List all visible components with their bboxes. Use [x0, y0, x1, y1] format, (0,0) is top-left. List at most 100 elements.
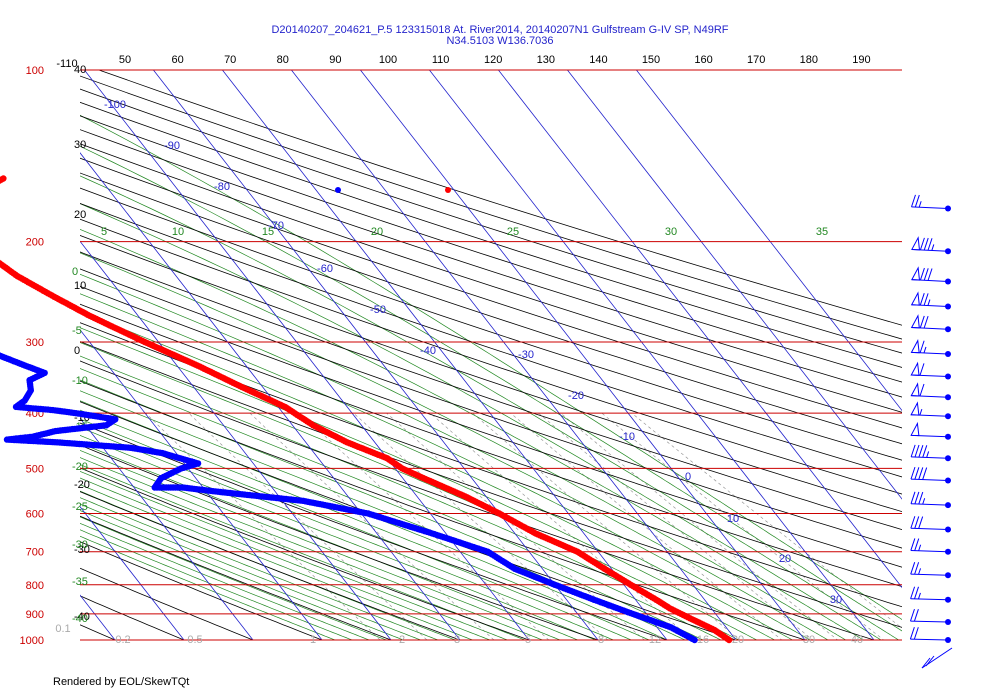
wind-barb — [910, 561, 951, 579]
isotherm-label: 0 — [685, 471, 691, 483]
dry-adiabat-line — [80, 322, 902, 608]
dry-adiabat-line — [80, 203, 902, 478]
sounding-point — [691, 636, 698, 644]
moist-adiabat-top-label: 5 — [101, 226, 107, 238]
isotherm-label: -60 — [317, 263, 333, 275]
isotherm-line — [80, 329, 323, 640]
mixing-ratio-line — [560, 412, 839, 640]
moist-adiabat-top-label: 20 — [371, 226, 383, 238]
moist-adiabat-line — [80, 442, 579, 640]
wind-barb — [910, 382, 951, 401]
moist-adiabat-label: -10 — [72, 375, 88, 387]
sounding-point — [725, 636, 733, 644]
moist-adiabat-line — [80, 522, 371, 640]
moist-adiabat-line — [80, 434, 597, 640]
moist-adiabat-line — [80, 252, 847, 640]
dry-adiabat-label: 20 — [74, 209, 86, 221]
dry-adiabat-line — [80, 115, 902, 383]
moist-adiabat-label: 0 — [72, 266, 78, 278]
isotherm-line — [80, 594, 116, 640]
pressure-tick-label: 200 — [26, 237, 44, 249]
chart-subtitle: N34.5103 W136.7036 — [446, 35, 554, 47]
top-axis-tick-label: 140 — [589, 54, 607, 66]
sounding-series — [0, 175, 733, 644]
dry-adiabat-label: 0 — [74, 345, 80, 357]
isotherm-line — [80, 152, 461, 640]
moist-adiabat-line — [80, 400, 668, 640]
mixing-ratio-label: 16 — [697, 634, 709, 646]
isotherm-label: -10 — [619, 431, 635, 443]
pressure-tick-label: 100 — [26, 65, 44, 77]
isotherm-label: -90 — [164, 140, 180, 152]
wind-barb — [910, 421, 951, 440]
dry-adiabat-line — [80, 341, 902, 628]
wind-barb — [909, 608, 951, 626]
isotherms — [80, 70, 902, 640]
top-axis-tick-label: 50 — [119, 54, 131, 66]
sounding-point — [335, 187, 341, 193]
isotherm-label: -40 — [420, 345, 436, 357]
moist-adiabat-line — [80, 497, 439, 640]
top-axis-tick-label: 100 — [379, 54, 397, 66]
moist-adiabat-line — [80, 503, 422, 640]
dry-adiabat-line — [80, 567, 255, 640]
mixing-ratio-line — [510, 412, 783, 640]
moist-adiabat-top-label: 30 — [665, 226, 677, 238]
mixing-ratio-line — [188, 412, 428, 640]
mixing-ratio-label: 2 — [399, 634, 405, 646]
isotherm-line — [80, 417, 254, 640]
moist-adiabat-line — [80, 175, 900, 640]
moist-adiabat-line — [80, 293, 812, 640]
isotherm-label: 30 — [830, 594, 842, 606]
isotherm-line — [153, 70, 599, 640]
dry-adiabat-line — [80, 285, 902, 568]
dry-adiabat-line — [80, 218, 902, 495]
top-axis-tick-label: 80 — [277, 54, 289, 66]
mixing-ratio-label: 40 — [851, 634, 863, 646]
dry-adiabat-label: -20 — [74, 479, 90, 491]
top-axis-tick-label: 70 — [224, 54, 236, 66]
wind-barb — [910, 194, 951, 212]
moist-adiabat-line — [80, 273, 829, 640]
dry-adiabat-line — [80, 360, 876, 640]
moist-adiabat-line — [80, 490, 457, 640]
mixing-ratio-label: 20 — [732, 634, 744, 646]
wind-barb — [910, 516, 951, 533]
moist-adiabat-line — [80, 409, 651, 640]
top-axis-tick-label: 120 — [484, 54, 502, 66]
moist-adiabats — [80, 114, 902, 640]
mixing-ratio-line — [631, 412, 902, 629]
mixing-ratio-line — [386, 412, 645, 640]
wind-barb — [910, 339, 951, 358]
isotherm-label: -100 — [104, 99, 126, 111]
wind-barb — [910, 314, 951, 333]
dry-adiabat-line — [80, 595, 186, 640]
wind-barb — [910, 586, 951, 603]
dry-adiabat-line — [80, 172, 902, 445]
isotherm-line — [636, 70, 902, 412]
mixing-ratio-label: 12 — [649, 634, 661, 646]
isotherm-line — [429, 70, 875, 640]
pressure-tick-label: 500 — [26, 463, 44, 475]
footer-credit: Rendered by EOL/SkewTQt — [53, 676, 190, 688]
wind-barb — [910, 538, 951, 555]
moist-adiabat-line — [80, 516, 388, 640]
isotherm-label: -80 — [214, 181, 230, 193]
moist-adiabat-top-label: 25 — [507, 226, 519, 238]
moist-adiabat-line — [80, 114, 902, 620]
dry-adiabat-line — [80, 143, 902, 413]
mixing-ratio-line — [601, 412, 885, 640]
isotherm-label: -50 — [370, 304, 386, 316]
pressure-tick-label: 600 — [26, 509, 44, 521]
top-axis-tick-label: 170 — [747, 54, 765, 66]
top-axis-tick-label: 160 — [694, 54, 712, 66]
isotherm-label: -20 — [568, 390, 584, 402]
mixing-ratio-label: 3 — [454, 634, 460, 646]
pressure-tick-label: 900 — [26, 609, 44, 621]
isotherm-line — [222, 70, 668, 640]
moist-adiabat-line — [80, 427, 615, 640]
top-axis-tick-label: 180 — [800, 54, 818, 66]
moist-adiabat-label: -5 — [72, 325, 82, 337]
moist-adiabat-line — [80, 535, 336, 640]
dry-adiabat-line — [80, 515, 393, 640]
